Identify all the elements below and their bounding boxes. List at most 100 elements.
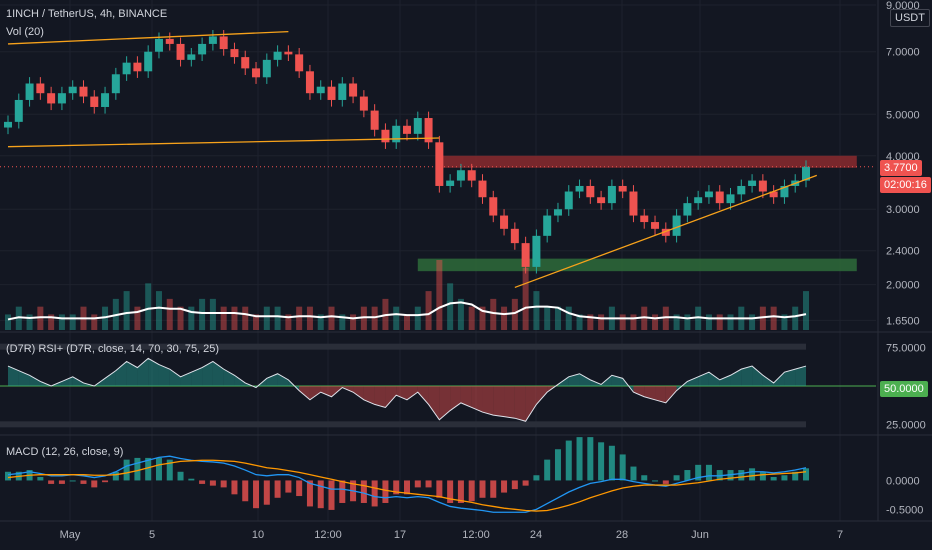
volume-bar: [209, 298, 216, 330]
rsi-fill-segment: [417, 386, 429, 405]
volume-bar: [565, 306, 572, 330]
candle-body: [704, 191, 713, 198]
volume-bar: [199, 298, 206, 330]
candle-body: [25, 83, 34, 100]
time-tick-label: 7: [837, 529, 843, 541]
candle-body: [381, 129, 390, 143]
volume-bar: [296, 306, 303, 330]
macd-histogram-bar: [598, 442, 605, 481]
rsi-pane: [0, 343, 876, 428]
rsi-fill-segment: [299, 386, 310, 400]
macd-tick-label: -0.5000: [886, 504, 923, 516]
macd-histogram-bar: [177, 471, 184, 481]
candle-body: [338, 83, 347, 100]
rsi-fill-segment: [223, 369, 235, 386]
rsi-fill-segment: [61, 376, 73, 386]
candle-body: [478, 180, 487, 198]
volume-bar: [792, 306, 799, 330]
rsi-fill-segment: [277, 373, 289, 386]
macd-histogram-bar: [447, 480, 454, 503]
volume-bar: [749, 314, 756, 330]
macd-histogram-bar: [360, 480, 367, 503]
macd-histogram-bar: [619, 454, 626, 481]
macd-histogram-bar: [684, 470, 691, 481]
candle-body: [543, 215, 552, 236]
macd-histogram-bar: [533, 475, 540, 481]
volume-bar: [684, 314, 691, 330]
candle-body: [262, 59, 271, 78]
volume-bar: [26, 314, 33, 330]
volume-bar: [770, 306, 777, 330]
macd-histogram-bar: [436, 480, 443, 498]
candle-body: [446, 180, 455, 186]
symbol-title[interactable]: 1INCH / TetherUS, 4h, BINANCE: [6, 8, 168, 20]
macd-histogram-bar: [662, 480, 669, 484]
volume-bar: [242, 306, 249, 330]
volume-bar: [360, 306, 367, 330]
candle-body: [47, 93, 56, 104]
candle-body: [295, 54, 304, 72]
volume-indicator-label[interactable]: Vol (20): [6, 26, 44, 38]
time-tick-label: 17: [394, 529, 406, 541]
macd-histogram-bar: [166, 459, 173, 481]
volume-bar: [155, 291, 162, 330]
macd-histogram-bar: [58, 480, 65, 484]
macd-histogram-bar: [738, 470, 745, 481]
macd-histogram-bar: [188, 478, 195, 481]
time-tick-label: 12:00: [462, 529, 490, 541]
volume-bar: [145, 283, 152, 330]
rsi-fill-segment: [730, 369, 742, 386]
candle-body: [36, 83, 45, 94]
candle-body: [144, 51, 153, 72]
volume-bar: [479, 306, 486, 330]
candle-body: [252, 68, 261, 78]
volume-bar: [662, 306, 669, 330]
candle-body: [683, 203, 692, 216]
macd-histogram-bar: [490, 480, 497, 498]
candle-body: [737, 185, 746, 195]
time-tick-label: Jun: [691, 529, 709, 541]
candle-body: [219, 36, 228, 50]
macd-histogram-bar: [554, 449, 561, 481]
rsi-indicator-label[interactable]: (D7R) RSI+ (D7R, close, 14, 70, 30, 75, …: [6, 343, 220, 355]
candle-body: [597, 197, 606, 204]
rsi-fill-segment: [719, 375, 731, 386]
macd-histogram-bar: [48, 480, 55, 484]
rsi-fill-segment: [568, 373, 580, 386]
rsi-fill-segment: [762, 375, 774, 386]
price-tick-label: 3.0000: [886, 204, 920, 216]
rsi-fill-segment: [504, 386, 515, 419]
rsi-fill-segment: [309, 386, 321, 400]
macd-histogram-bar: [414, 480, 421, 488]
macd-histogram-bar: [102, 480, 109, 483]
macd-histogram-bar: [749, 468, 756, 481]
macd-histogram-bar: [112, 471, 119, 481]
volume-bar: [641, 306, 648, 330]
volume-bar: [436, 260, 443, 330]
volume-bar: [253, 314, 260, 330]
candle-body: [208, 36, 217, 44]
macd-histogram-bar: [371, 480, 378, 507]
volume-bar: [501, 306, 508, 330]
candle-body: [413, 118, 422, 134]
candle-body: [521, 243, 530, 267]
macd-line: [7, 455, 807, 513]
price-zone: [417, 258, 857, 272]
candle-body: [651, 222, 660, 229]
macd-indicator-label[interactable]: MACD (12, 26, close, 9): [6, 446, 124, 458]
macd-histogram-bar: [263, 480, 270, 505]
candle-body: [532, 235, 541, 267]
candle-body: [510, 228, 519, 244]
rsi-fill-segment: [8, 366, 19, 386]
rsi-fill-segment: [644, 386, 656, 400]
candle-body: [715, 191, 724, 204]
volume-bar: [598, 314, 605, 330]
currency-button[interactable]: USDT: [890, 9, 930, 27]
volume-bar: [177, 306, 184, 330]
trendline: [7, 30, 289, 45]
macd-histogram-bar: [770, 476, 777, 481]
candle-body: [694, 197, 703, 204]
candle-body: [284, 51, 293, 55]
